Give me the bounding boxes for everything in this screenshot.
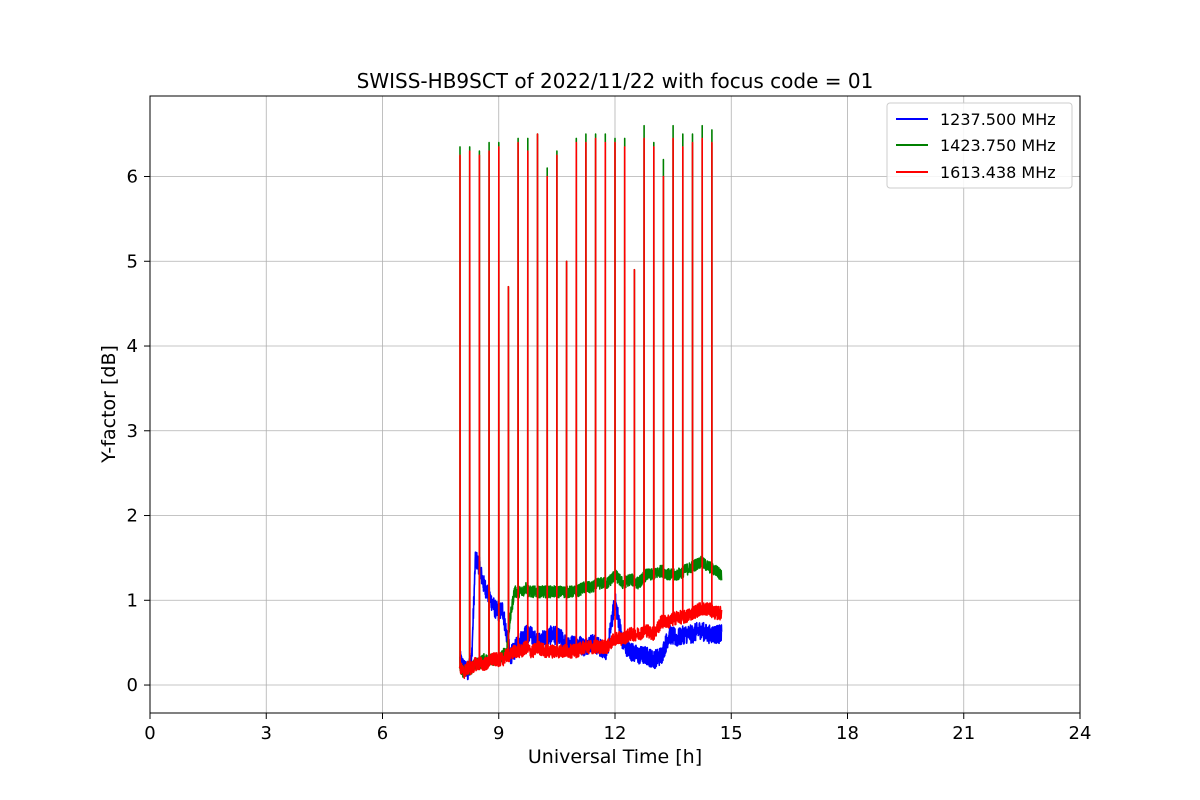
legend-entry-1423: 1423.750 MHz <box>940 136 1056 155</box>
legend-box <box>886 102 1073 189</box>
x-axis-ticks: 0 3 6 9 12 15 18 21 24 <box>144 713 1091 744</box>
y-tick-label: 2 <box>127 506 138 527</box>
x-tick-label: 15 <box>720 723 743 744</box>
y-axis-ticks: 0 1 2 3 4 5 6 <box>127 167 150 696</box>
x-tick-label: 21 <box>952 723 975 744</box>
x-axis-label: Universal Time [h] <box>528 746 702 768</box>
plot-area <box>458 124 723 681</box>
x-tick-label: 12 <box>604 723 627 744</box>
series-layer <box>458 124 723 681</box>
y-tick-label: 1 <box>127 590 138 611</box>
series-line-2 <box>458 133 723 679</box>
legend: 1237.500 MHz 1423.750 MHz 1613.438 MHz <box>886 102 1073 189</box>
x-tick-label: 18 <box>836 723 859 744</box>
y-axis-label: Y-factor [dB] <box>98 345 120 464</box>
x-tick-label: 0 <box>144 723 155 744</box>
y-tick-label: 0 <box>127 675 138 696</box>
x-tick-label: 24 <box>1069 723 1092 744</box>
chart-title: SWISS-HB9SCT of 2022/11/22 with focus co… <box>357 69 874 93</box>
x-tick-label: 3 <box>261 723 272 744</box>
y-tick-label: 5 <box>127 251 138 272</box>
y-tick-label: 6 <box>127 167 138 188</box>
legend-entry-1613: 1613.438 MHz <box>940 163 1056 182</box>
x-tick-label: 6 <box>377 723 388 744</box>
y-tick-label: 3 <box>127 421 138 442</box>
y-tick-label: 4 <box>127 336 138 357</box>
legend-entry-1237: 1237.500 MHz <box>940 110 1056 129</box>
series-line-0 <box>459 551 723 681</box>
x-tick-label: 9 <box>493 723 504 744</box>
